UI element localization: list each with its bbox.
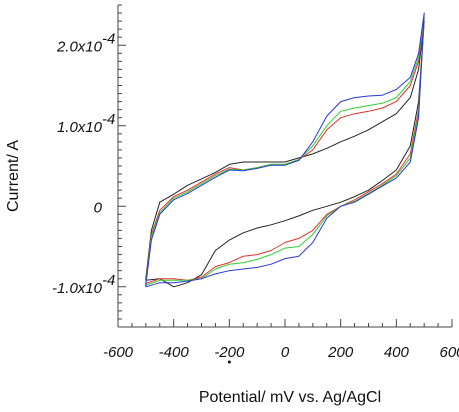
y-tick-label: 1.0x10 [57,119,103,136]
x-tick-label: 200 [327,344,354,361]
x-tick-label: 400 [384,344,410,361]
y-tick-exponent: -4 [102,111,115,128]
x-tick-label: 0 [281,344,290,361]
y-tick-label: -1.0x10 [52,280,103,297]
x-tick-label: -200 [214,344,245,361]
y-tick-exponent: -4 [102,30,115,47]
y-tick-label: 0 [94,199,103,216]
x-tick-label: -400 [159,344,190,361]
x-tick-label: 600 [439,344,459,361]
y-tick-label: 2.0x10 [56,38,103,55]
y-tick-exponent: -4 [102,272,115,289]
x-axis-label: Potential/ mV vs. Ag/AgCl [199,389,381,406]
x-axis-marker-dot [227,360,231,364]
x-tick-label: -600 [103,344,134,361]
series-line-4 [145,12,425,288]
series-line-1 [145,20,425,288]
tick-labels: -600-400-2000200400600-1.0x10-401.0x10-4… [52,30,459,364]
series-line-2 [145,20,425,284]
axes [117,4,453,328]
series-layer [145,12,425,288]
series-line-3 [145,16,425,286]
y-axis-label: Current/ A [5,140,22,212]
